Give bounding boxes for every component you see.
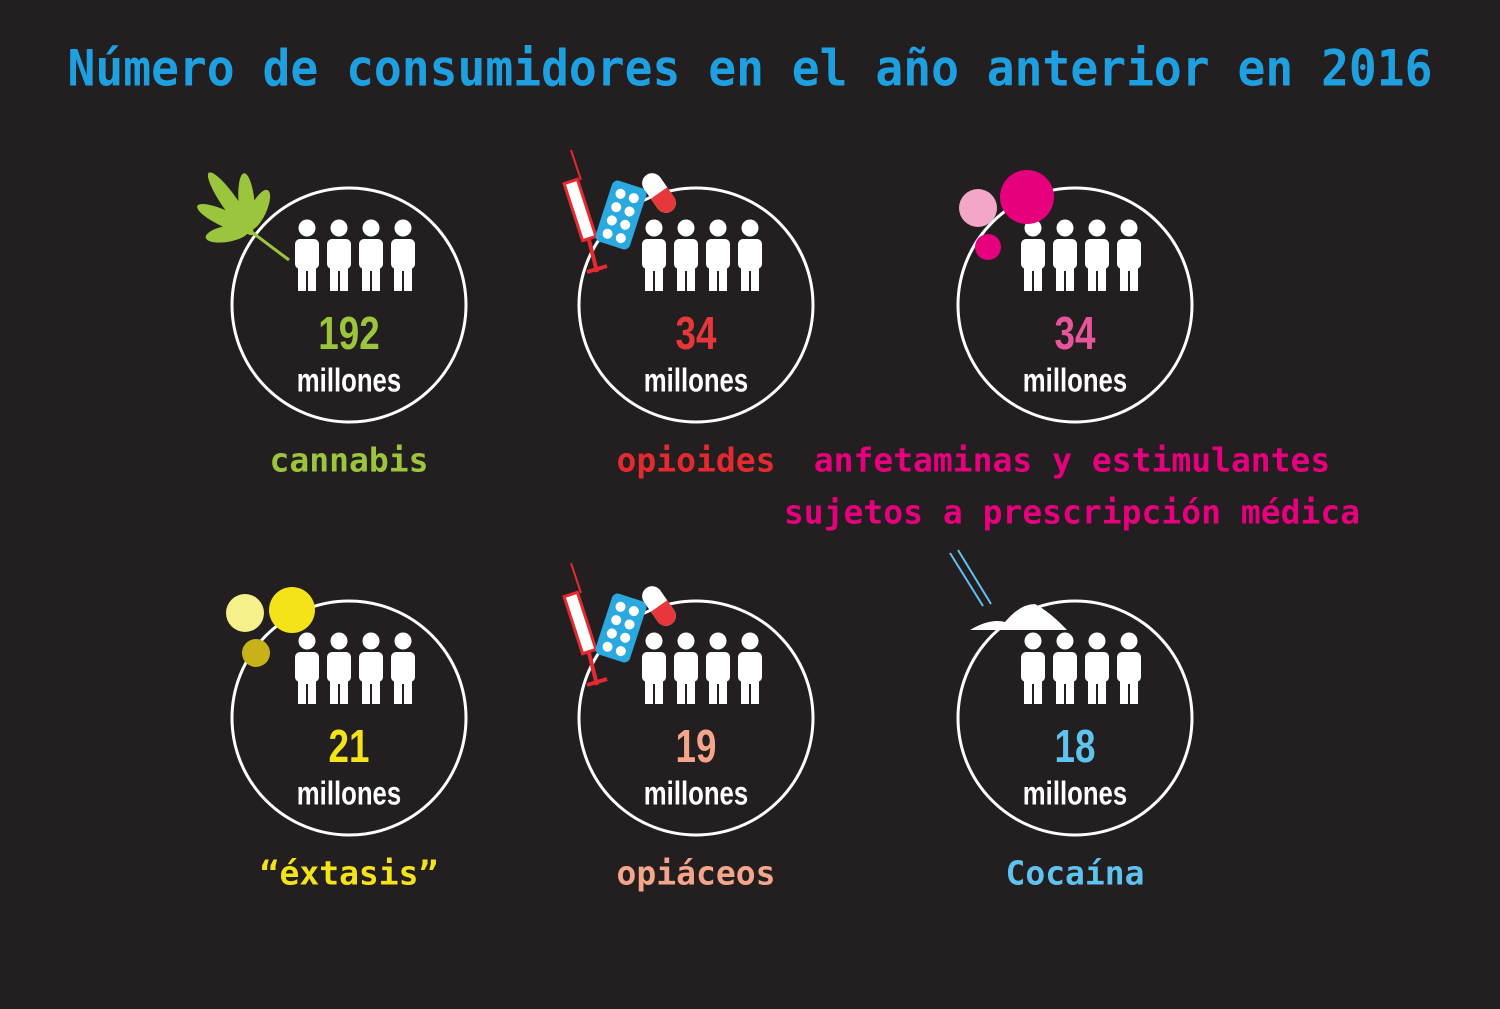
pill	[1000, 170, 1054, 224]
person-icon	[705, 218, 731, 292]
person-icon	[390, 631, 416, 705]
unit: millones	[644, 363, 748, 400]
drug-item: 34 millones opioides	[562, 148, 815, 480]
drug-item: 19 millones opiáceos	[562, 561, 815, 893]
pill	[269, 587, 315, 633]
person-icon	[1084, 631, 1110, 705]
circle	[230, 186, 468, 424]
circle	[956, 186, 1194, 424]
powder-icon	[970, 604, 1067, 630]
person-icon	[1020, 218, 1046, 292]
person-icon	[358, 631, 384, 705]
drug-item: 34 millones anfetaminas y estimulantes suje…	[784, 170, 1360, 532]
person-icon	[1116, 218, 1142, 292]
user-count: 18	[1055, 720, 1096, 772]
person-icon	[294, 218, 320, 292]
drug-label: opiáceos	[617, 854, 776, 893]
syringe-icon	[562, 148, 609, 274]
person-icon	[1116, 631, 1142, 705]
person-icon	[326, 631, 352, 705]
person-icon	[737, 218, 763, 292]
person-icon	[294, 631, 320, 705]
items: 192 millones cannabis 34 millones opioides 34 m…	[197, 148, 1360, 893]
syringe-icon	[562, 561, 609, 687]
circle	[577, 186, 815, 424]
cannabis-icon	[197, 172, 290, 262]
person-icon	[326, 218, 352, 292]
stem	[248, 228, 290, 262]
drug-label: opioides	[617, 441, 776, 480]
drug-item: 21 millones “éxtasis”	[226, 587, 468, 893]
unit: millones	[297, 363, 401, 400]
user-count: 192	[318, 307, 379, 359]
drug-label: cannabis	[270, 441, 429, 480]
circle	[956, 599, 1194, 837]
leaf	[246, 189, 271, 231]
person-icon	[641, 218, 667, 292]
unit: millones	[644, 776, 748, 813]
person-icon	[673, 631, 699, 705]
person-icon	[1052, 218, 1078, 292]
user-count: 34	[1055, 307, 1096, 359]
circle	[230, 599, 468, 837]
person-icon	[390, 218, 416, 292]
user-count: 21	[329, 720, 370, 772]
user-count: 19	[676, 720, 717, 772]
drug-item: 18 millones Cocaína	[949, 549, 1194, 893]
unit: millones	[297, 776, 401, 813]
person-icon	[673, 218, 699, 292]
straw	[949, 552, 984, 607]
person-icon	[1052, 631, 1078, 705]
circle	[577, 599, 815, 837]
drug-label: anfetaminas y estimulantes	[814, 441, 1331, 480]
user-count: 34	[676, 307, 717, 359]
person-icon	[1084, 218, 1110, 292]
unit: millones	[1023, 776, 1127, 813]
drug-item: 192 millones cannabis	[197, 172, 468, 480]
title: Número de consumidores en el año anterio…	[68, 40, 1433, 98]
leaf	[197, 203, 252, 234]
person-icon	[705, 631, 731, 705]
blister-icon	[593, 179, 649, 251]
person-icon	[1020, 631, 1046, 705]
drug-label: “éxtasis”	[260, 854, 439, 893]
blister-icon	[593, 592, 649, 664]
person-icon	[358, 218, 384, 292]
pill	[959, 189, 997, 227]
unit: millones	[1023, 363, 1127, 400]
pill	[226, 594, 264, 632]
pill	[975, 234, 1001, 260]
drug-label: Cocaína	[1005, 854, 1144, 893]
person-icon	[737, 631, 763, 705]
straw	[957, 549, 992, 605]
person-icon	[641, 631, 667, 705]
drug-label: sujetos a prescripción médica	[784, 493, 1360, 532]
pill	[242, 639, 270, 667]
